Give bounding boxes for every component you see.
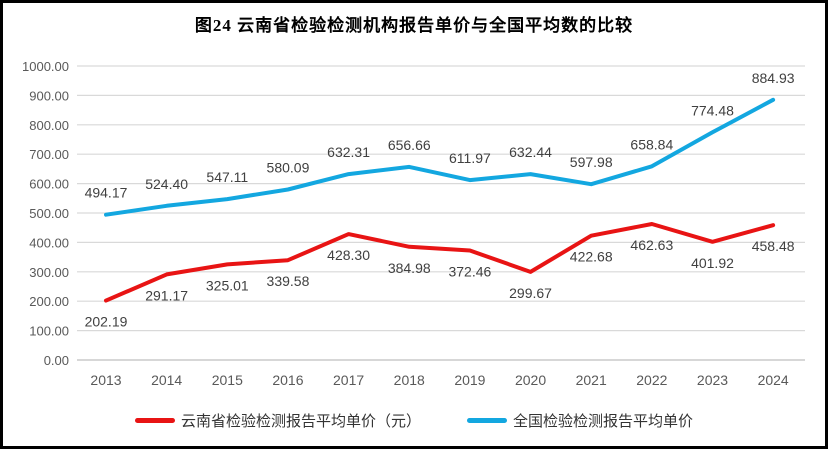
svg-text:524.40: 524.40 [145, 176, 188, 192]
svg-text:291.17: 291.17 [145, 287, 188, 303]
svg-text:658.84: 658.84 [630, 136, 673, 152]
svg-text:428.30: 428.30 [327, 247, 370, 263]
svg-text:632.31: 632.31 [327, 144, 370, 160]
svg-text:2016: 2016 [272, 372, 303, 388]
svg-text:2024: 2024 [758, 372, 789, 388]
svg-text:462.63: 462.63 [630, 237, 673, 253]
svg-text:900.00: 900.00 [29, 88, 69, 103]
svg-text:2018: 2018 [394, 372, 425, 388]
svg-text:202.19: 202.19 [85, 314, 128, 330]
svg-text:2020: 2020 [515, 372, 546, 388]
svg-text:774.48: 774.48 [691, 102, 734, 118]
legend-item-yunnan: 云南省检验检测报告平均单价（元） [134, 410, 421, 431]
chart-title: 图24 云南省检验检测机构报告单价与全国平均数的比较 [194, 16, 634, 35]
svg-text:547.11: 547.11 [206, 169, 248, 185]
svg-text:2017: 2017 [333, 372, 364, 388]
svg-text:500.00: 500.00 [29, 206, 69, 221]
svg-text:325.01: 325.01 [206, 277, 249, 293]
svg-text:200.00: 200.00 [29, 294, 69, 309]
svg-text:494.17: 494.17 [85, 185, 128, 201]
svg-text:339.58: 339.58 [267, 273, 310, 289]
svg-text:700.00: 700.00 [29, 147, 69, 162]
svg-text:299.67: 299.67 [509, 285, 552, 301]
svg-text:656.66: 656.66 [388, 137, 431, 153]
svg-text:458.48: 458.48 [752, 238, 795, 254]
svg-text:600.00: 600.00 [29, 177, 69, 192]
svg-text:0.00: 0.00 [44, 353, 69, 368]
legend-swatch-national [467, 418, 507, 423]
svg-text:2013: 2013 [90, 372, 121, 388]
svg-text:884.93: 884.93 [752, 70, 795, 86]
svg-text:597.98: 597.98 [570, 154, 613, 170]
svg-text:2023: 2023 [697, 372, 728, 388]
legend-swatch-yunnan [134, 418, 175, 423]
legend-item-national: 全国检验检测报告平均单价 [467, 410, 693, 431]
svg-text:401.92: 401.92 [691, 255, 734, 271]
svg-text:611.97: 611.97 [449, 150, 491, 166]
chart-legend: 云南省检验检测报告平均单价（元） 全国检验检测报告平均单价 [3, 410, 825, 431]
svg-text:580.09: 580.09 [267, 159, 310, 175]
legend-label-yunnan: 云南省检验检测报告平均单价（元） [180, 413, 421, 430]
svg-text:1000.00: 1000.00 [22, 59, 69, 74]
svg-text:632.44: 632.44 [509, 144, 552, 160]
svg-text:2021: 2021 [576, 372, 607, 388]
svg-text:100.00: 100.00 [29, 324, 69, 339]
svg-text:384.98: 384.98 [388, 260, 431, 276]
svg-text:800.00: 800.00 [29, 118, 69, 133]
svg-text:2022: 2022 [636, 372, 667, 388]
svg-text:2019: 2019 [454, 372, 485, 388]
svg-text:372.46: 372.46 [448, 263, 491, 279]
svg-text:2015: 2015 [212, 372, 243, 388]
svg-text:2014: 2014 [151, 372, 182, 388]
line-chart-canvas: 0.00 100.00 200.00 300.00 400.00 500.00 600.00… [22, 59, 805, 388]
svg-text:422.68: 422.68 [570, 249, 613, 265]
svg-text:300.00: 300.00 [29, 265, 69, 280]
svg-text:400.00: 400.00 [29, 235, 69, 250]
legend-label-national: 全国检验检测报告平均单价 [513, 413, 694, 430]
